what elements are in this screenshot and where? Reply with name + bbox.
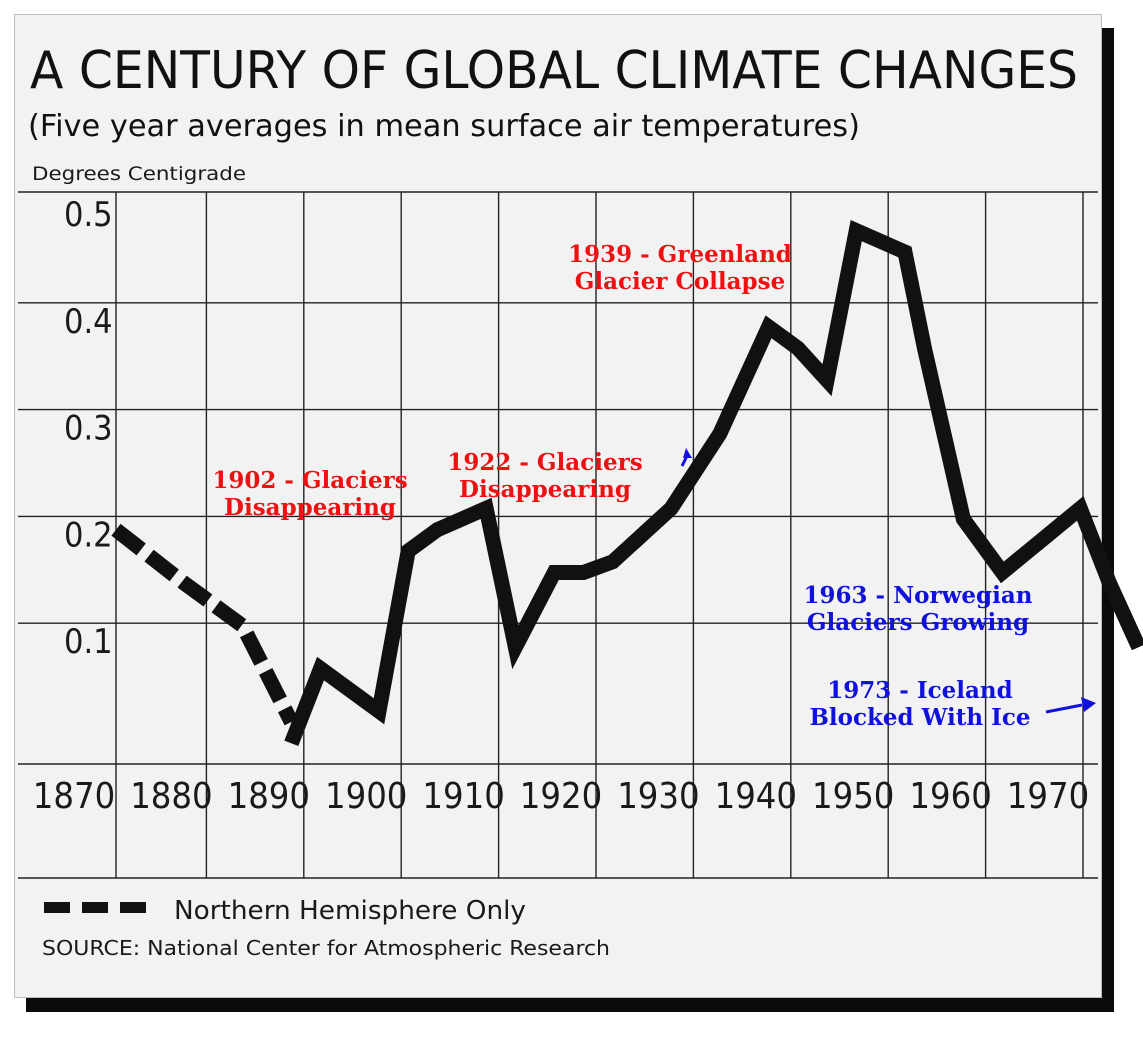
annotation-label: 1973 - Iceland Blocked With Ice	[809, 677, 1030, 731]
x-tick-label: 1900	[325, 776, 407, 817]
annotation-line: 1963 - Norwegian	[804, 582, 1033, 609]
annotation-label: 1902 - Glaciers Disappearing	[212, 467, 407, 521]
y-tick-label: 0.1	[64, 622, 113, 662]
x-tick-label: 1920	[520, 776, 602, 817]
arrow-1922-head	[683, 448, 692, 458]
x-tick-label: 1930	[617, 776, 699, 817]
x-tick-label: 1910	[422, 776, 504, 817]
chart-subtitle: (Five year averages in mean surface air …	[28, 109, 860, 144]
series-group	[111, 220, 1143, 747]
annotation-line: Disappearing	[459, 476, 631, 503]
legend-dash-2	[82, 902, 108, 913]
series-line-global	[284, 220, 1143, 747]
x-tick-label: 1940	[715, 776, 797, 817]
annotation-line: Blocked With Ice	[809, 704, 1030, 731]
x-tick-label: 1870	[33, 776, 115, 817]
arrow-1973-head	[1081, 697, 1096, 712]
chart-frame	[14, 14, 1102, 998]
arrow-1973	[1045, 703, 1083, 714]
annotation-line: Glaciers Growing	[807, 609, 1029, 636]
legend-label: Northern Hemisphere Only	[174, 896, 526, 926]
annotation-label: 1963 - Norwegian Glaciers Growing	[804, 582, 1033, 636]
x-tick-label: 1890	[228, 776, 310, 817]
annotation-line: 1973 - Iceland	[827, 677, 1012, 704]
legend-dash-3	[120, 902, 146, 913]
annotation-line: 1939 - Greenland	[568, 241, 792, 268]
annotation-line: 1902 - Glaciers	[212, 467, 407, 494]
x-tick-label: 1880	[130, 776, 212, 817]
annotation-label: 1939 - Greenland Glacier Collapse	[568, 241, 792, 295]
legend: Northern Hemisphere Only	[44, 896, 526, 926]
y-tick-label: 0.5	[64, 195, 113, 235]
x-tick-label: 1950	[812, 776, 894, 817]
annotation-line: Glacier Collapse	[575, 268, 785, 295]
x-tick-label: 1970	[1007, 776, 1089, 817]
y-tick-label: 0.2	[64, 515, 113, 555]
legend-dash-1	[44, 902, 70, 913]
x-axis-ticks: 1870 1880 1890 1900 1910 1920 1930 1940 1950 1960…	[33, 776, 1089, 817]
x-tick-label: 1960	[909, 776, 991, 817]
y-tick-label: 0.3	[64, 409, 113, 449]
series-line-northern-hemisphere	[111, 523, 299, 726]
y-tick-label: 0.4	[64, 302, 113, 342]
annotation-line: Disappearing	[224, 494, 396, 521]
annotation-line: 1922 - Glaciers	[447, 449, 642, 476]
source-note: SOURCE: National Center for Atmospheric …	[42, 936, 610, 960]
y-axis-label: Degrees Centigrade	[32, 163, 246, 185]
annotation-arrows	[680, 448, 1096, 714]
y-axis-ticks: 0.5 0.4 0.3 0.2 0.1	[64, 195, 113, 662]
chart-title: A CENTURY OF GLOBAL CLIMATE CHANGES	[30, 41, 1078, 101]
annotation-label: 1922 - Glaciers Disappearing	[447, 449, 642, 503]
